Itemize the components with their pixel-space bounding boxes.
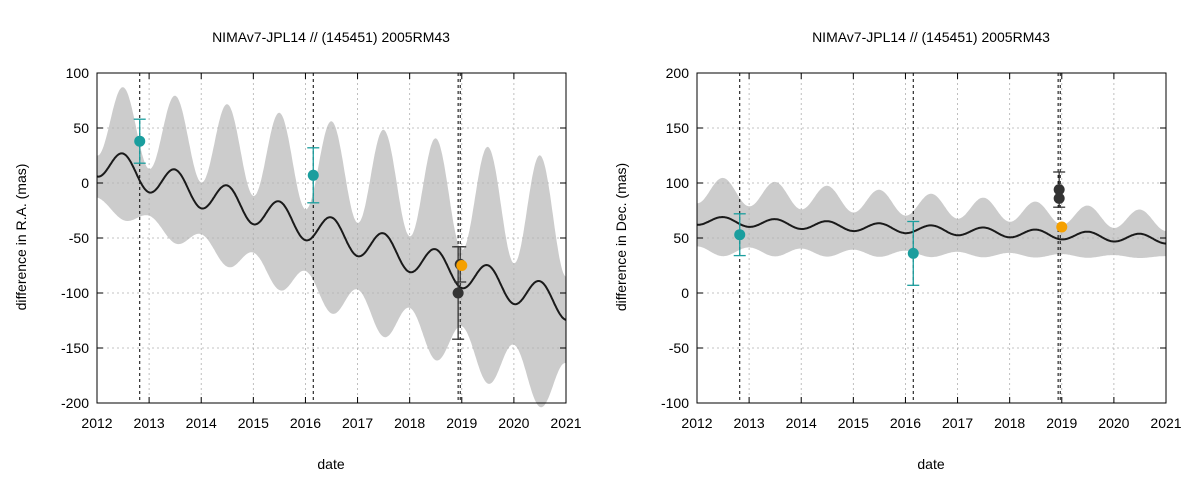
y-tick-label: 0 xyxy=(81,175,89,191)
uncertainty-band xyxy=(97,87,566,408)
y-tick-label: -50 xyxy=(69,230,89,246)
x-tick-label: 2020 xyxy=(498,415,529,431)
x-tick-label: 2013 xyxy=(134,415,165,431)
x-tick-label: 2017 xyxy=(342,415,373,431)
x-tick-label: 2015 xyxy=(838,415,869,431)
data-point-dark xyxy=(1053,192,1065,204)
y-axis-label: difference in R.A. (mas) xyxy=(13,164,29,311)
y-tick-label: 50 xyxy=(73,120,89,136)
data-point-orange xyxy=(456,260,468,271)
data-point-teal xyxy=(134,135,146,147)
y-tick-label: -100 xyxy=(61,285,89,301)
y-tick-label: -150 xyxy=(61,340,89,356)
dec-difference-chart: NIMAv7-JPL14 // (145451) 2005RM43 date d… xyxy=(613,29,1182,472)
data-point-dark xyxy=(452,287,464,299)
x-tick-label: 2018 xyxy=(994,415,1025,431)
mean-difference-line xyxy=(96,152,567,321)
x-axis-label: date xyxy=(317,456,344,472)
x-axis-label: date xyxy=(917,456,944,472)
chart-title: NIMAv7-JPL14 // (145451) 2005RM43 xyxy=(212,29,450,45)
mean-difference-line xyxy=(697,215,1167,245)
y-tick-label: 100 xyxy=(66,65,90,81)
y-tick-label: -50 xyxy=(669,340,689,356)
y-axis-label: difference in Dec. (mas) xyxy=(613,163,629,311)
y-tick-label: -200 xyxy=(61,395,89,411)
x-tick-label: 2020 xyxy=(1098,415,1129,431)
x-tick-label: 2012 xyxy=(81,415,112,431)
x-tick-label: 2021 xyxy=(1150,415,1181,431)
x-tick-label: 2018 xyxy=(394,415,425,431)
y-tick-label: 200 xyxy=(666,65,690,81)
x-tick-label: 2014 xyxy=(186,415,217,431)
uncertainty-band xyxy=(697,177,1166,258)
y-tick-label: 100 xyxy=(666,175,690,191)
x-tick-label: 2012 xyxy=(681,415,712,431)
chart-title: NIMAv7-JPL14 // (145451) 2005RM43 xyxy=(812,29,1050,45)
y-tick-label: -100 xyxy=(661,395,689,411)
x-tick-label: 2016 xyxy=(890,415,921,431)
data-point-orange xyxy=(1056,221,1068,233)
x-tick-label: 2019 xyxy=(446,415,477,431)
y-tick-label: 0 xyxy=(681,285,689,301)
x-tick-label: 2017 xyxy=(942,415,973,431)
ra-difference-chart: NIMAv7-JPL14 // (145451) 2005RM43 date d… xyxy=(13,29,582,472)
x-tick-label: 2019 xyxy=(1046,415,1077,431)
y-tick-label: 150 xyxy=(666,120,690,136)
x-tick-label: 2015 xyxy=(238,415,269,431)
x-tick-label: 2013 xyxy=(734,415,765,431)
y-tick-label: 50 xyxy=(673,230,689,246)
data-point-teal xyxy=(307,169,319,181)
x-tick-label: 2014 xyxy=(786,415,817,431)
x-tick-label: 2021 xyxy=(550,415,581,431)
data-point-dark xyxy=(1053,184,1065,196)
data-point-teal xyxy=(734,229,746,241)
data-point-teal xyxy=(907,247,919,259)
x-tick-label: 2016 xyxy=(290,415,321,431)
